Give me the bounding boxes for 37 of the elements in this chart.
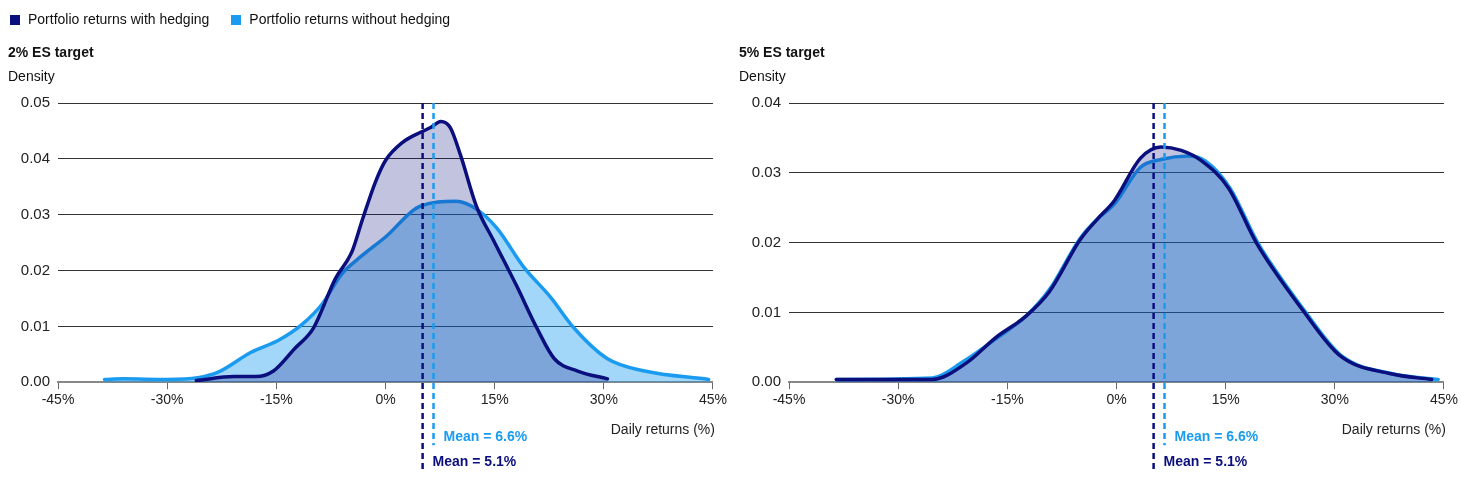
y-tick-label: 0.04 [20,148,50,166]
x-tick-label: 45% [698,391,728,408]
y-axis-title: Density [739,68,786,84]
x-tick-label: -45% [772,391,806,408]
ref-line-label: Mean = 5.1% [1163,453,1248,470]
y-tick-label: 0.01 [751,302,781,320]
x-tick-label: 0% [375,391,396,408]
x-tick-label: -15% [990,391,1024,408]
x-tick-label: 15% [1211,391,1240,408]
x-tick-label: -45% [41,391,75,408]
y-tick-label: 0.02 [20,260,50,278]
x-tick-label: 30% [1320,391,1349,408]
ref-line-label: Mean = 5.1% [432,453,517,470]
y-tick-label: 0.03 [751,162,781,180]
y-tick-label: 0.00 [751,372,781,390]
y-tick-label: 0.00 [20,372,50,390]
legend-label: Portfolio returns without hedging [249,11,451,27]
x-axis-title: Daily returns (%) [610,421,715,438]
x-axis-title: Daily returns (%) [1341,421,1446,438]
ref-line-label: Mean = 6.6% [443,428,528,445]
x-tick-label: 15% [480,391,509,408]
y-tick-label: 0.04 [751,93,781,111]
x-tick-label: -30% [881,391,915,408]
x-tick-label: 30% [589,391,618,408]
y-tick-label: 0.03 [20,204,50,222]
x-tick-label: -15% [259,391,293,408]
y-tick-label: 0.02 [751,232,781,250]
chart-title: 5% ES target [739,44,825,60]
x-tick-label: -30% [150,391,184,408]
chart-title: 2% ES target [8,44,94,60]
y-axis-title: Density [8,68,55,84]
y-tick-label: 0.01 [20,316,50,334]
x-tick-label: 45% [1429,391,1459,408]
legend-label: Portfolio returns with hedging [28,11,210,27]
y-tick-label: 0.05 [20,93,50,111]
ref-line-label: Mean = 6.6% [1174,428,1259,445]
x-tick-label: 0% [1106,391,1127,408]
